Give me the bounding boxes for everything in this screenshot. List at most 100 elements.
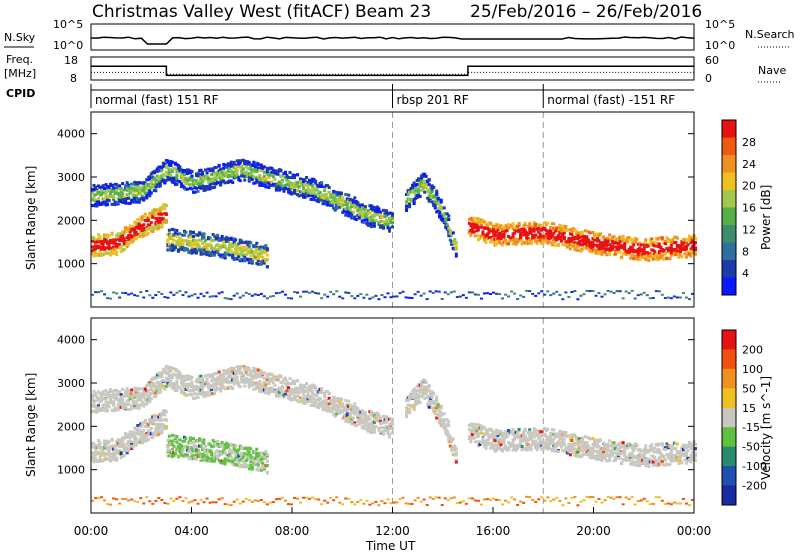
velocity-pixel [222, 459, 226, 463]
power-pixel [454, 246, 458, 250]
power-pixel [149, 172, 153, 176]
power-pixel [104, 200, 108, 204]
power-pixel [255, 177, 259, 181]
power-pixel [176, 166, 180, 170]
power-pixel [668, 238, 672, 242]
power-pixel [261, 166, 265, 170]
power-pixel [429, 191, 433, 195]
power-pixel [152, 227, 156, 231]
power-pixel [253, 244, 257, 248]
power-data [91, 112, 697, 307]
power-pixel [182, 177, 186, 181]
velocity-pixel [185, 446, 189, 450]
cpid-segment-label: rbsp 201 RF [397, 93, 469, 107]
velocity-pixel [240, 447, 244, 451]
power-pixel [473, 293, 477, 296]
velocity-pixel [226, 445, 230, 449]
velocity-pixel [119, 442, 123, 446]
power-pixel [653, 244, 657, 248]
power-pixel [164, 178, 168, 182]
power-pixel [508, 224, 512, 228]
power-pixel [256, 180, 260, 184]
power-pixel [591, 290, 595, 293]
power-pixel [353, 217, 357, 221]
nave-tick-hi: 60 [705, 54, 719, 67]
power-pixel [495, 230, 499, 234]
power-pixel [229, 160, 233, 164]
power-pixel [238, 165, 242, 169]
velocity-pixel [311, 384, 315, 388]
power-pixel [255, 247, 259, 251]
power-pixel [326, 197, 330, 201]
power-pixel [94, 244, 98, 248]
power-pixel [406, 189, 410, 193]
power-pixel [553, 236, 557, 240]
power-pixel [350, 205, 354, 209]
velocity-pixel [91, 394, 94, 398]
power-pixel [241, 294, 245, 297]
power-pixel [226, 164, 230, 168]
power-pixel [158, 218, 162, 222]
power-pixel [187, 176, 191, 180]
power-pixel [201, 176, 205, 180]
velocity-pixel [178, 375, 182, 379]
power-pixel [258, 252, 262, 256]
power-pixel [217, 176, 221, 180]
power-pixel [369, 207, 373, 211]
power-pixel [112, 241, 116, 245]
velocity-pixel [170, 441, 174, 445]
velocity-pixel [226, 456, 230, 460]
velocity-pixel [95, 394, 99, 398]
velocity-pixel [231, 378, 235, 382]
velocity-pixel [234, 371, 238, 375]
power-pixel [413, 293, 417, 296]
velocity-pixel [161, 409, 165, 413]
power-pixel [190, 176, 194, 180]
velocity-pixel [241, 451, 245, 455]
velocity-pixel [226, 375, 230, 379]
power-pixel [145, 196, 149, 200]
power-pixel [133, 196, 137, 200]
velocity-pixel [140, 423, 144, 427]
velocity-pixel [279, 374, 283, 378]
velocity-pixel [179, 453, 183, 457]
power-pixel [157, 177, 161, 181]
power-pixel [167, 232, 171, 236]
power-pixel [433, 203, 437, 207]
power-pixel [118, 184, 122, 188]
velocity-pixel [110, 395, 114, 399]
velocity-pixel [139, 422, 143, 426]
power-pixel [365, 218, 369, 222]
power-pixel [142, 189, 146, 193]
power-pixel [190, 170, 194, 174]
velocity-pixel [205, 459, 209, 463]
power-pixel [541, 239, 545, 243]
power-pixel [487, 222, 491, 226]
power-pixel [232, 166, 236, 170]
velocity-pixel [176, 454, 180, 458]
power-pixel [237, 255, 241, 259]
velocity-pixel [178, 371, 182, 375]
velocity-pixel [115, 394, 119, 398]
power-pixel [204, 245, 208, 249]
power-pixel [555, 290, 559, 293]
power-pixel [267, 167, 271, 171]
power-pixel [320, 183, 324, 187]
power-pixel [136, 232, 140, 236]
power-pixel [185, 176, 189, 180]
power-pixel [170, 170, 174, 174]
velocity-pixel [167, 377, 171, 381]
power-pixel [614, 245, 618, 249]
power-pixel [130, 234, 134, 238]
velocity-pixel [265, 372, 269, 376]
power-pixel [282, 184, 286, 188]
power-pixel [202, 248, 206, 252]
power-pixel [296, 193, 300, 197]
power-pixel [172, 293, 176, 296]
velocity-pixel [225, 443, 229, 447]
velocity-pixel [241, 380, 245, 384]
velocity-pixel [229, 369, 233, 373]
velocity-pixel [98, 456, 102, 460]
velocity-pixel [140, 392, 144, 396]
velocity-pixel [324, 406, 328, 410]
